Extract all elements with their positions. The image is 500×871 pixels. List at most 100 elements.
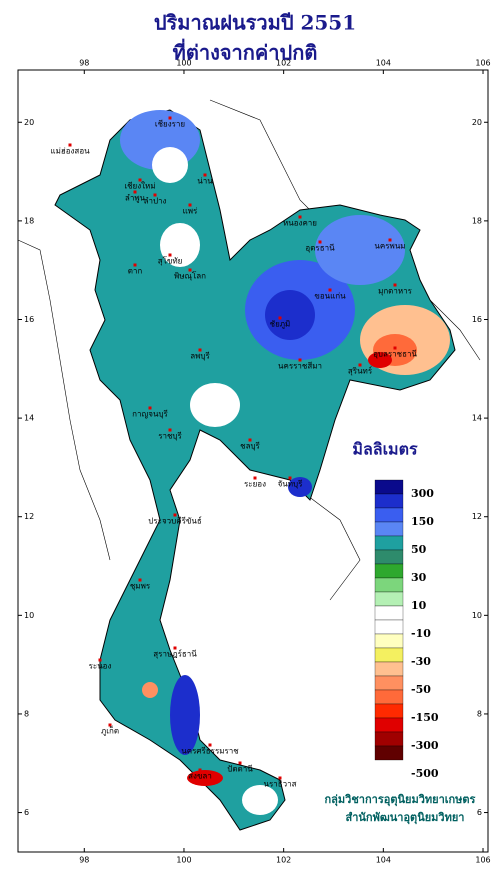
legend-swatch (374, 731, 404, 747)
place-label: ชุมพร (130, 582, 151, 591)
place-marker (138, 178, 142, 182)
legend-swatch (374, 577, 404, 593)
legend-label: -30 (411, 655, 431, 668)
place-marker (318, 240, 322, 244)
legend-label: 10 (411, 599, 427, 612)
place-marker (108, 723, 112, 727)
lon-label-top: 104 (376, 59, 391, 68)
lat-label-right: 20 (472, 118, 482, 127)
place-label: สุราษฎร์ธานี (153, 649, 197, 659)
place-marker (98, 658, 102, 662)
lat-label-right: 10 (472, 611, 482, 620)
legend-swatch (374, 605, 404, 621)
place-label: อุดรธานี (305, 244, 335, 253)
legend-swatch (374, 745, 404, 761)
lat-label-right: 12 (472, 512, 482, 521)
place-marker (388, 238, 392, 242)
lat-label-left: 18 (24, 216, 34, 225)
place-label: ภูเก็ต (101, 726, 119, 737)
lat-label-left: 14 (24, 414, 34, 423)
lon-label-bottom: 100 (176, 856, 191, 865)
place-label: ขอนแก่น (314, 292, 346, 301)
place-marker (133, 190, 137, 194)
place-label: นราธิวาส (263, 780, 296, 789)
thailand (54, 109, 456, 831)
place-label: ราชบุรี (158, 432, 182, 441)
lat-label-right: 8 (477, 709, 482, 718)
place-marker (238, 761, 242, 765)
place-marker (68, 143, 72, 147)
place-label: ชัยภูมิ (270, 320, 291, 330)
lon-label-bottom: 98 (79, 856, 89, 865)
place-marker (328, 288, 332, 292)
place-label: แม่ฮ่องสอน (50, 147, 90, 156)
place-label: ระยอง (244, 480, 266, 489)
lat-label-left: 20 (24, 118, 34, 127)
place-label: เชียงใหม่ (124, 182, 155, 191)
place-label: นครพนม (374, 242, 405, 251)
lat-label-right: 18 (472, 216, 482, 225)
place-marker (173, 646, 177, 650)
place-label: จันทบุรี (278, 480, 304, 489)
lat-label-left: 12 (24, 512, 34, 521)
legend-label: -50 (411, 683, 431, 696)
legend-label: -10 (411, 627, 431, 640)
lat-label-left: 8 (24, 709, 29, 718)
place-marker (358, 363, 362, 367)
place-label: ลำพูน (125, 194, 146, 204)
lon-label-top: 98 (79, 59, 89, 68)
neighbour-borders (17, 99, 481, 601)
place-marker (153, 193, 157, 197)
place-marker (198, 768, 202, 772)
place-marker (168, 428, 172, 432)
lon-label-bottom: 106 (475, 856, 490, 865)
credit-2: สำนักพัฒนาอุตุนิยมวิทยา (346, 811, 465, 825)
place-marker (188, 203, 192, 207)
place-marker (203, 173, 207, 177)
legend-swatch (374, 507, 404, 523)
lon-label-top: 100 (176, 59, 191, 68)
legend-label: -150 (411, 711, 439, 724)
place-label: ชลบุรี (240, 442, 260, 451)
place-marker (298, 358, 302, 362)
place-label: ลำปาง (144, 197, 167, 206)
legend-swatch (374, 661, 404, 677)
place-marker (253, 476, 257, 480)
lon-label-top: 106 (475, 59, 490, 68)
place-marker (168, 253, 172, 257)
lat-label-right: 6 (477, 808, 482, 817)
place-marker (393, 346, 397, 350)
title-line2: ที่ต่างจากค่าปกติ (173, 38, 318, 65)
place-label: เชียงราย (155, 120, 185, 129)
place-label: สุโขทัย (158, 256, 183, 266)
lon-label-top: 102 (276, 59, 291, 68)
lat-label-left: 6 (24, 808, 29, 817)
lat-label-left: 16 (24, 315, 34, 324)
lon-label-bottom: 104 (376, 856, 391, 865)
place-label: นครราชสีมา (278, 362, 322, 371)
legend-swatch (374, 591, 404, 607)
legend-swatch (374, 717, 404, 733)
legend-swatch (374, 549, 404, 565)
place-marker (168, 116, 172, 120)
place-label: มุกดาหาร (378, 287, 413, 296)
place-marker (208, 743, 212, 747)
legend-swatch (374, 675, 404, 691)
place-marker (133, 263, 137, 267)
place-label: ระนอง (89, 662, 112, 671)
place-marker (188, 268, 192, 272)
legend-swatch (374, 689, 404, 705)
place-label: ตาก (128, 267, 143, 276)
place-marker (393, 283, 397, 287)
place-marker (248, 438, 252, 442)
legend-label: 150 (411, 515, 434, 528)
place-label: กาญจนบุรี (132, 410, 168, 419)
place-label: สงขลา (188, 772, 212, 781)
legend-swatch (374, 535, 404, 551)
place-marker (148, 406, 152, 410)
legend-swatch (374, 619, 404, 635)
legend-swatch (374, 479, 404, 495)
legend-swatch (374, 633, 404, 649)
title-line1: ปริมาณฝนรวมปี 2551 (154, 11, 356, 35)
place-marker (198, 348, 202, 352)
